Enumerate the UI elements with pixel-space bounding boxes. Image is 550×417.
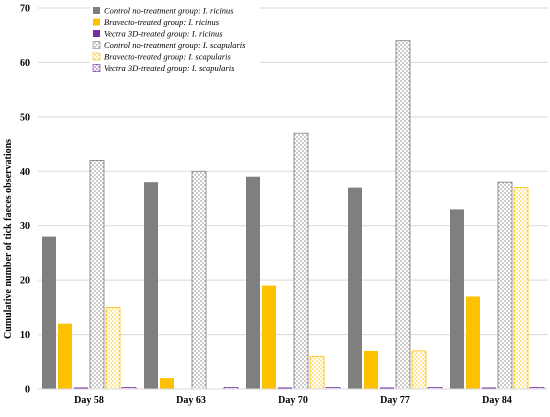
y-tick-label: 20: [20, 276, 30, 287]
y-axis-title: Cumulative number of tick faeces observa…: [3, 139, 14, 339]
legend-entry: Control no-treatment group: I. scapulari…: [104, 40, 246, 50]
bar-day-77-series-5: [411, 350, 427, 390]
legend-swatch: [92, 64, 101, 72]
legend-entry: Vectra 3D-treated group: I. scapularis: [104, 63, 235, 73]
legend-background: [90, 5, 260, 76]
bars: [42, 40, 545, 390]
x-category-label: Day 84: [482, 395, 512, 406]
legend-swatch: [93, 18, 100, 26]
bar-day-58-series-2: [58, 323, 72, 389]
bar-day-77-series-1: [348, 187, 362, 389]
legend-entry: Vectra 3D-treated group: I. ricinus: [104, 29, 223, 39]
y-tick-label: 10: [20, 330, 30, 341]
bar-day-84-series-2: [466, 296, 480, 389]
legend-swatch: [93, 30, 100, 37]
bar-day-70-series-5: [309, 355, 325, 390]
x-category-label: Day 77: [380, 395, 410, 406]
legend-swatch: [92, 41, 101, 49]
y-tick-label: 50: [20, 112, 30, 123]
bar-day-84-series-1: [450, 209, 464, 389]
bar-day-77-series-2: [364, 350, 378, 389]
x-category-label: Day 58: [74, 395, 104, 406]
bar-day-70-series-3: [278, 387, 292, 389]
axes: 0 10 20 30 40 50 60 70 Day 58 Day 63 Day 70 Day 77 D…: [20, 4, 548, 406]
legend-swatch: [92, 52, 101, 61]
bar-day-58-series-3: [74, 387, 88, 389]
legend-entry: Bravecto-treated group: I. ricinus: [104, 17, 220, 27]
x-category-label: Day 70: [278, 395, 308, 406]
x-category-label: Day 63: [176, 395, 206, 406]
y-tick-label: 0: [25, 385, 30, 396]
y-tick-label: 70: [20, 4, 30, 15]
bar-day-63-series-2: [160, 378, 174, 389]
bar-day-63-series-4: [191, 170, 207, 390]
y-tick-label: 40: [20, 167, 30, 178]
bar-day-58-series-1: [42, 236, 56, 389]
bar-day-70-series-1: [246, 176, 260, 389]
legend-entry: Bravecto-treated group: I. scapularis: [104, 52, 232, 62]
bar-day-58-series-5: [105, 306, 121, 390]
bar-day-84-series-5: [513, 187, 529, 390]
bar-day-70-series-2: [262, 285, 276, 389]
bar-day-63-series-1: [144, 182, 158, 389]
bar-day-77-series-4: [395, 40, 411, 390]
bar-day-70-series-4: [293, 132, 309, 390]
y-tick-label: 30: [20, 221, 30, 232]
bar-day-77-series-3: [380, 387, 394, 389]
legend-swatch: [93, 7, 100, 14]
legend-entry: Control no-treatment group: I. ricinus: [104, 6, 234, 16]
bar-day-84-series-4: [497, 181, 513, 390]
y-tick-label: 60: [20, 58, 30, 69]
bar-day-84-series-3: [482, 387, 496, 389]
legend: Control no-treatment group: I. ricinusBr…: [90, 5, 260, 76]
bar-day-58-series-4: [89, 159, 105, 390]
